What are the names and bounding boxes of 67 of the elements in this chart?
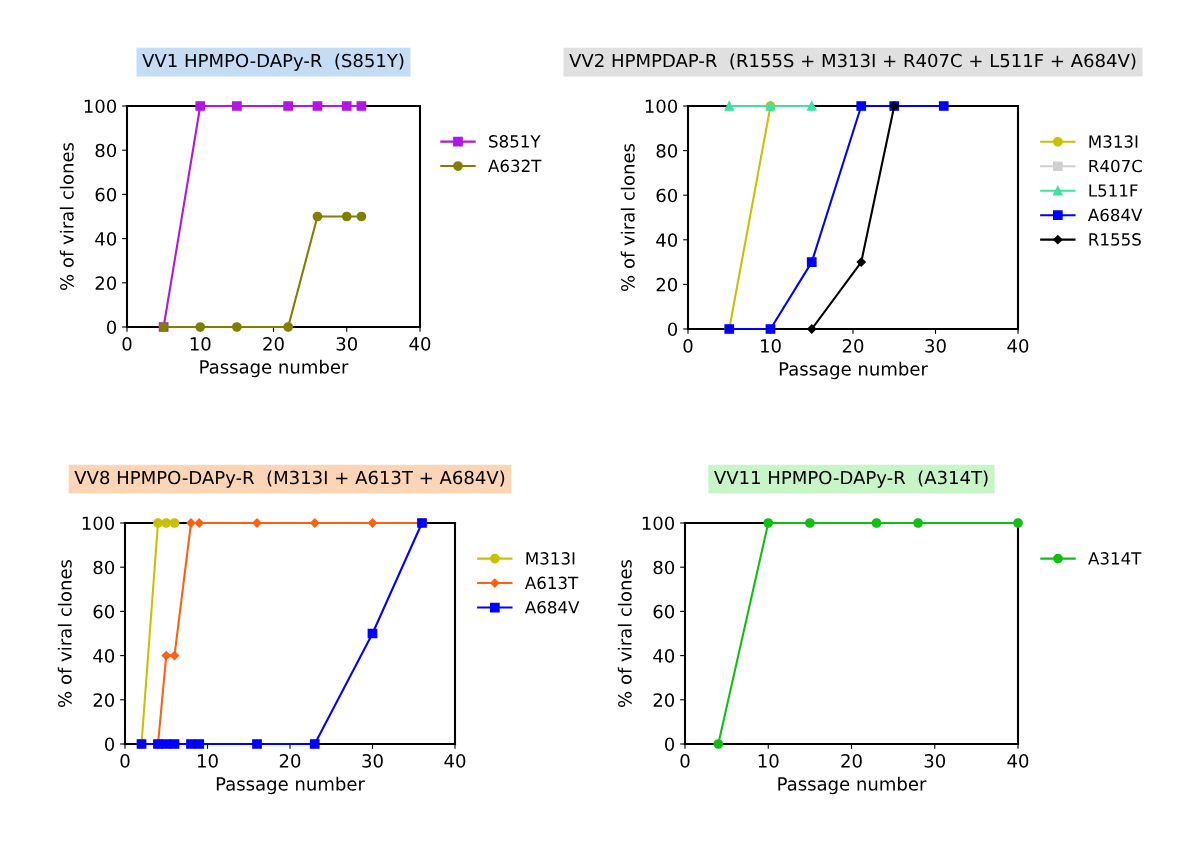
y-tick-label: 60 — [656, 188, 678, 203]
legend-label: A632T — [488, 159, 542, 173]
x-tick-label: 40 — [409, 337, 431, 351]
y-tick-label: 100 — [82, 516, 115, 531]
legend-label: R155S — [1089, 233, 1141, 246]
y-tick-label: 40 — [656, 233, 678, 247]
y-tick-label: 40 — [653, 649, 675, 663]
x-tick-label: 40 — [1007, 339, 1029, 353]
legend-label: A613T — [524, 576, 579, 590]
x-tick-label: 20 — [279, 754, 301, 768]
x-tick-label: 20 — [263, 337, 284, 351]
y-tick-label: 100 — [84, 99, 117, 114]
y-tick-label: 20 — [656, 277, 678, 292]
y-tick-label: 100 — [642, 516, 675, 531]
legend-label: M313I — [1089, 135, 1138, 148]
y-tick-label: 20 — [93, 693, 115, 707]
legend-label: R407C — [1089, 159, 1142, 173]
y-tick-label: 20 — [95, 276, 117, 290]
x-tick-label: 0 — [120, 754, 130, 768]
legend-label: A684V — [524, 600, 580, 614]
y-axis-title: % of viral clones — [59, 142, 74, 290]
x-tick-label: 30 — [336, 337, 358, 351]
x-tick-label: 30 — [362, 754, 383, 768]
y-tick-label: 60 — [93, 604, 115, 619]
y-tick-label: 100 — [645, 99, 678, 114]
legend-label: A314T — [1088, 552, 1142, 565]
x-tick-label: 0 — [122, 337, 132, 351]
y-tick-label: 40 — [93, 649, 115, 663]
legend-label: A684V — [1087, 208, 1143, 222]
y-tick-label: 80 — [95, 143, 117, 158]
x-tick-label: 40 — [1007, 754, 1029, 768]
chart-title: VV2 HPMPDAP-R (R155S + M313I + R407C + L511F + A684V) — [569, 53, 1136, 70]
y-axis-title: % of viral clones — [57, 559, 72, 707]
chart-title: VV8 HPMPO-DAPy-R (M313I + A613T + A684V) — [74, 470, 505, 488]
y-tick-label: 20 — [653, 693, 675, 707]
x-tick-label: 10 — [198, 754, 218, 768]
x-tick-label: 40 — [444, 754, 466, 768]
y-tick-label: 80 — [93, 560, 115, 575]
y-axis-title: % of viral clones — [620, 143, 635, 291]
x-tick-label: 10 — [190, 337, 211, 351]
y-tick-label: 60 — [95, 187, 117, 202]
y-axis-title: % of viral clones — [617, 559, 632, 707]
legend-label: M313I — [526, 552, 575, 565]
x-tick-label: 30 — [924, 754, 946, 768]
y-tick-label: 60 — [653, 604, 675, 619]
x-tick-label: 20 — [841, 754, 862, 768]
x-tick-label: 30 — [925, 339, 946, 353]
y-tick-label: 0 — [104, 737, 115, 752]
y-tick-label: 80 — [656, 144, 678, 158]
x-tick-label: 10 — [758, 754, 779, 768]
legend-label: S851Y — [489, 135, 541, 148]
x-tick-label: 10 — [761, 339, 781, 353]
x-axis-title: Passage number — [778, 776, 927, 795]
legend-label: L511F — [1089, 184, 1138, 197]
chart-title: VV1 HPMPO-DAPy-R (S851Y) — [142, 53, 404, 71]
y-tick-label: 40 — [95, 232, 117, 246]
y-tick-label: 0 — [667, 322, 678, 337]
x-tick-label: 20 — [842, 339, 864, 353]
x-tick-label: 0 — [680, 754, 690, 768]
x-axis-title: Passage number — [200, 359, 349, 378]
y-tick-label: 80 — [653, 560, 675, 575]
chart-title: VV11 HPMPO-DAPy-R (A314T) — [714, 470, 988, 488]
x-axis-title: Passage number — [779, 361, 928, 380]
y-tick-label: 0 — [106, 320, 117, 335]
x-tick-label: 0 — [683, 339, 693, 353]
x-axis-title: Passage number — [216, 776, 365, 795]
y-tick-label: 0 — [664, 737, 675, 752]
